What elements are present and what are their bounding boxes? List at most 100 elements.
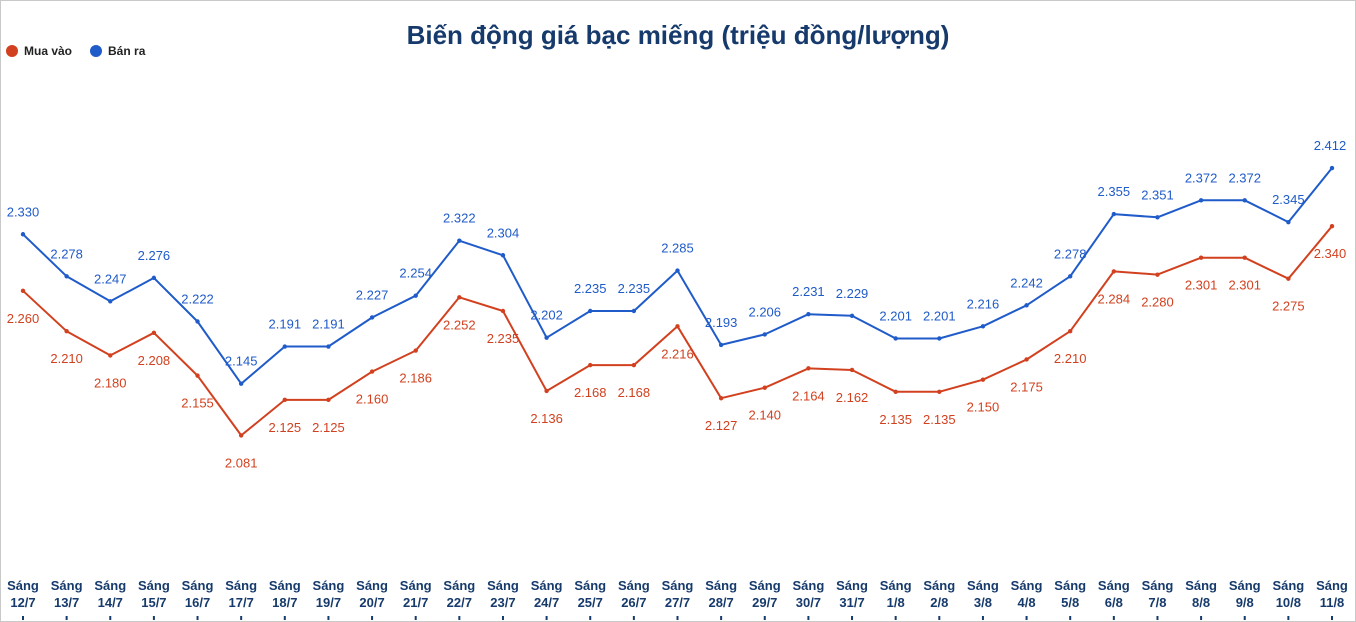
data-label: 2.168 [618, 385, 651, 400]
x-tick-label-line1: Sáng [618, 578, 650, 593]
data-label: 2.216 [967, 296, 1000, 311]
x-tick-label-line1: Sáng [1185, 578, 1217, 593]
data-label: 2.351 [1141, 187, 1174, 202]
data-point [20, 288, 26, 294]
data-point [588, 308, 593, 314]
x-tick-label: Sáng 13/7 [51, 578, 83, 610]
data-point [1024, 303, 1029, 308]
data-label: 2.135 [879, 412, 912, 427]
data-point [937, 389, 942, 394]
data-point [631, 362, 637, 368]
legend-marker-ban-ra [90, 45, 103, 57]
x-tick-label-line1: Sáng [662, 578, 694, 593]
data-label: 2.175 [1010, 379, 1043, 394]
data-label: 2.201 [879, 308, 912, 323]
data-label: 2.125 [312, 420, 345, 435]
data-label: 2.127 [705, 418, 738, 433]
data-point [762, 385, 767, 390]
data-point [457, 295, 462, 300]
data-point [1024, 357, 1029, 362]
data-label: 2.081 [225, 455, 258, 470]
data-point [849, 313, 855, 319]
x-tick-label: Sáng 28/7 [705, 578, 737, 610]
x-tick-label: Sáng 12/7 [7, 578, 39, 610]
x-tick-label: Sáng 5/8 [1054, 578, 1086, 610]
data-point [108, 299, 113, 304]
x-tick-label: Sáng 17/7 [225, 578, 257, 610]
x-tick-label-line1: Sáng [1098, 578, 1130, 593]
x-tick-label: Sáng 15/7 [138, 578, 170, 610]
data-point [1068, 274, 1073, 279]
x-tick-label-line1: Sáng [487, 578, 519, 593]
data-point [937, 336, 942, 341]
data-label: 2.150 [967, 400, 1000, 415]
x-tick-label-line2: 23/7 [490, 595, 515, 610]
data-point [151, 330, 157, 336]
chart-title: Biến động giá bạc miếng (triệu đồng/lượn… [406, 20, 950, 50]
x-tick-label-line2: 14/7 [98, 595, 123, 610]
data-point [195, 319, 200, 324]
data-point [1242, 198, 1247, 203]
x-tick-label: Sáng 30/7 [793, 578, 825, 610]
x-tick-label-line1: Sáng [313, 578, 345, 593]
data-point [20, 232, 26, 237]
data-label: 2.140 [748, 408, 781, 423]
data-point [64, 328, 69, 334]
data-point [893, 336, 898, 341]
x-tick-label-line2: 12/7 [10, 595, 35, 610]
series-line-0 [22, 225, 1333, 437]
data-point [1111, 211, 1117, 217]
x-tick-label-line2: 17/7 [229, 595, 254, 610]
data-label: 2.202 [530, 308, 563, 323]
data-point [1198, 255, 1204, 260]
x-tick-label-line2: 10/8 [1276, 595, 1301, 610]
legend-item-ban-ra: Bán ra [90, 44, 145, 58]
data-label: 2.180 [94, 375, 127, 390]
data-point [151, 275, 157, 281]
data-point [64, 274, 69, 279]
data-label: 2.231 [792, 284, 825, 299]
x-tick-label: Sáng 2/8 [923, 578, 955, 610]
data-label: 2.242 [1010, 275, 1043, 290]
data-label: 2.355 [1098, 184, 1131, 199]
x-tick-label-line1: Sáng [967, 578, 999, 593]
x-tick-label: Sáng 7/8 [1142, 578, 1174, 610]
data-point [326, 397, 331, 403]
data-point [500, 253, 506, 258]
data-label: 2.280 [1141, 295, 1174, 310]
x-tick-label: Sáng 24/7 [531, 578, 563, 610]
data-label: 2.162 [836, 390, 869, 405]
data-label: 2.276 [138, 248, 171, 263]
data-label: 2.186 [399, 371, 432, 386]
data-point [282, 397, 287, 403]
x-tick-label: Sáng 1/8 [880, 578, 912, 610]
data-point [326, 344, 331, 349]
data-point [108, 353, 113, 358]
data-point [980, 324, 986, 329]
x-tick-label-line1: Sáng [51, 578, 83, 593]
data-label: 2.260 [7, 311, 40, 326]
x-tick-label: Sáng 14/7 [94, 578, 126, 610]
x-tick-label-line1: Sáng [356, 578, 388, 593]
x-tick-label: Sáng 9/8 [1229, 578, 1261, 610]
x-tick-label: Sáng 25/7 [574, 578, 606, 610]
data-label: 2.345 [1272, 192, 1305, 207]
data-label: 2.235 [574, 281, 607, 296]
data-point [806, 366, 811, 371]
data-point [893, 389, 898, 394]
chart-legend: Mua vào Bán ra [6, 44, 145, 58]
data-label: 2.235 [618, 281, 651, 296]
x-tick-label-line2: 29/7 [752, 595, 777, 610]
data-point [457, 238, 462, 243]
data-label: 2.412 [1314, 138, 1347, 153]
x-tick-label-line2: 21/7 [403, 595, 428, 610]
x-tick-label-line2: 16/7 [185, 595, 210, 610]
data-point [413, 348, 418, 353]
data-label: 2.164 [792, 388, 825, 403]
x-tick-label-line2: 19/7 [316, 595, 341, 610]
x-tick-label-line1: Sáng [531, 578, 563, 593]
x-tick-label: Sáng 29/7 [749, 578, 781, 610]
data-point [544, 388, 549, 394]
data-label: 2.125 [269, 420, 302, 435]
data-label: 2.340 [1314, 246, 1347, 261]
